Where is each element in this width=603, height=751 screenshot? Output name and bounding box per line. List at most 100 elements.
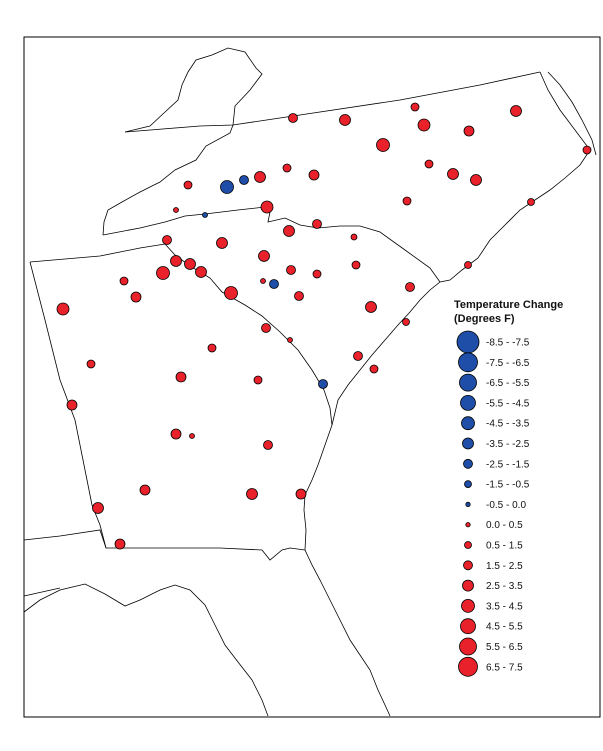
cooling-station-marker [318,379,328,389]
legend-symbol [465,501,471,507]
warming-station-marker [295,488,307,500]
warming-station-marker [261,323,271,333]
warming-station-marker [173,207,179,213]
warming-station-marker [119,276,129,286]
warming-station-marker [263,440,273,450]
northern-state-boundary [102,47,263,236]
station-markers [56,102,592,550]
legend-label: -0.5 - 0.0 [486,500,526,511]
legend-symbol [463,560,473,571]
legend-symbol [461,416,475,431]
warming-station-marker [470,174,482,186]
legend-symbol [459,637,477,656]
legend-symbol [464,480,472,489]
warming-station-marker [258,250,270,262]
warming-station-marker [405,282,415,292]
legend-label: 6.5 - 7.5 [486,662,523,673]
nc-tn-border [102,206,441,283]
legend-label: -5.5 - -4.5 [486,398,530,409]
boundaries [23,47,597,717]
legend: Temperature Change (Degrees F) -8.5 - -7… [454,299,563,677]
warming-station-marker [286,265,296,275]
warming-station-marker [114,538,126,550]
warming-station-marker [312,269,322,279]
warming-station-marker [308,169,320,181]
warming-station-marker [369,364,379,374]
legend-label: 4.5 - 5.5 [486,622,523,633]
warming-station-marker [170,255,182,267]
legend-label: -2.5 - -1.5 [486,459,530,470]
legend-symbol [462,579,474,592]
warming-station-marker [195,266,207,278]
legend-label: 1.5 - 2.5 [486,561,523,572]
legend-symbol [458,352,478,373]
warming-station-marker [350,233,358,241]
legend-label: 3.5 - 4.5 [486,601,523,612]
tn-ga-border [29,243,166,263]
legend-title-line2: (Degrees F) [454,313,515,325]
gulf-coastline [23,583,269,717]
legend-symbol [464,541,472,549]
outer-banks [547,71,597,156]
warming-station-marker [282,163,292,173]
warming-station-marker [254,171,266,183]
legend-symbol [459,373,477,392]
atlantic-coastline [303,71,591,717]
warming-station-marker [376,138,390,152]
va-nc-border [124,71,541,133]
legend-label: 0.5 - 1.5 [486,541,523,552]
warming-station-marker [463,125,475,137]
warming-station-marker [183,180,193,190]
warming-station-marker [189,433,195,439]
warming-station-marker [162,235,172,245]
warming-station-marker [447,168,459,180]
legend-symbol [462,437,474,450]
warming-station-marker [351,260,361,270]
warming-station-marker [283,225,295,237]
legend-symbol [460,394,476,411]
warming-station-marker [216,237,228,249]
cooling-station-marker [220,180,234,194]
warming-station-marker [464,261,472,269]
warming-station-marker [312,219,322,229]
warming-station-marker [510,105,522,117]
warming-station-marker [402,318,410,326]
ga-fl-border [23,529,306,561]
warming-station-marker [92,502,104,514]
warming-station-marker [260,200,274,214]
legend-symbol [465,522,471,528]
warming-station-marker [353,351,363,361]
warming-station-marker [402,196,412,206]
warming-station-marker [339,114,351,126]
legend-symbol [463,458,473,469]
warming-station-marker [582,145,592,155]
legend-label: -3.5 - -2.5 [486,439,530,450]
fl-al-border [23,587,61,597]
legend-label: -6.5 - -5.5 [486,378,530,389]
warming-station-marker [175,371,187,383]
map-border [23,36,601,718]
cooling-station-marker [239,175,249,185]
warming-station-marker [410,102,420,112]
warming-station-marker [527,198,535,206]
legend-symbol [460,618,476,635]
ga-al-border [29,261,107,549]
warming-station-marker [207,343,217,353]
cooling-station-marker [202,212,208,218]
warming-station-marker [66,399,78,411]
warming-station-marker [224,286,238,300]
legend-title-line1: Temperature Change [454,299,563,311]
warming-station-marker [294,291,304,301]
legend-symbol [458,656,478,677]
legend-label: -1.5 - -0.5 [486,480,530,491]
warming-station-marker [287,337,293,343]
warming-station-marker [139,484,151,496]
cooling-station-marker [269,279,279,289]
warming-station-marker [130,291,142,303]
warming-station-marker [246,488,258,500]
legend-label: -4.5 - -3.5 [486,419,530,430]
warming-station-marker [156,266,170,280]
warming-station-marker [56,302,70,316]
